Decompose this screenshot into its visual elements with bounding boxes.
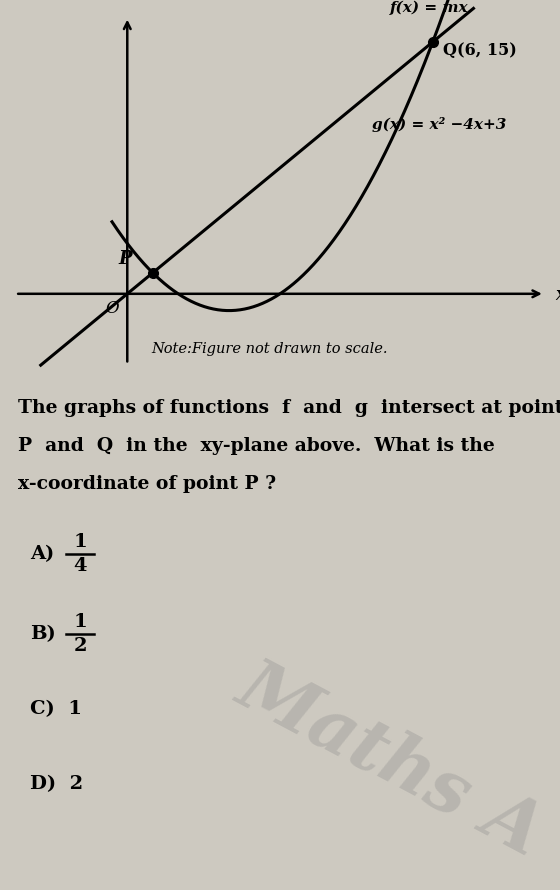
Text: x-coordinate of point P ?: x-coordinate of point P ?: [18, 475, 276, 493]
Text: A): A): [30, 546, 54, 563]
Text: Q(6, 15): Q(6, 15): [443, 43, 517, 60]
Text: P  and  Q  in the  xy-plane above.  What is the: P and Q in the xy-plane above. What is t…: [18, 437, 494, 456]
Text: P: P: [118, 250, 132, 269]
Text: 2: 2: [73, 637, 87, 655]
Text: 1: 1: [73, 613, 87, 631]
Text: B): B): [30, 626, 56, 643]
Text: O: O: [105, 301, 119, 318]
Text: Maths A: Maths A: [226, 650, 554, 870]
Text: C)  1: C) 1: [30, 700, 82, 718]
Text: f(x) = mx: f(x) = mx: [389, 0, 468, 15]
Text: The graphs of functions  f  and  g  intersect at points: The graphs of functions f and g intersec…: [18, 400, 560, 417]
Text: g(x) = x² −4x+3: g(x) = x² −4x+3: [372, 117, 506, 133]
Text: x: x: [555, 287, 560, 304]
Text: Note:Figure not drawn to scale.: Note:Figure not drawn to scale.: [152, 342, 388, 356]
Text: 4: 4: [73, 557, 87, 575]
Text: 1: 1: [73, 533, 87, 551]
Text: D)  2: D) 2: [30, 775, 83, 793]
